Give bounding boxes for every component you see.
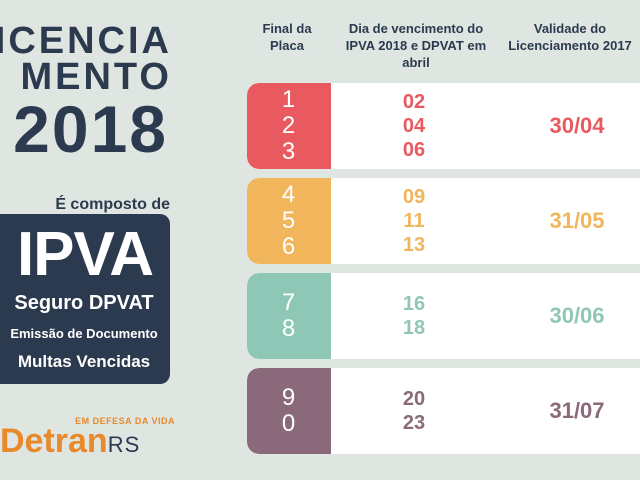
- days-cell: 20 23: [359, 368, 469, 454]
- title-line-2: MENTO: [20, 56, 172, 98]
- table-row: 7 8 16 18 30/06: [247, 273, 640, 359]
- title-line-1: LICENCIA: [0, 20, 172, 62]
- validity-cell: 31/05: [549, 208, 605, 233]
- validity-cell: 30/04: [549, 113, 605, 138]
- composed-label: É composto de: [55, 196, 170, 213]
- due-day: 09: [402, 186, 426, 208]
- validity-cell: 30/06: [549, 303, 605, 328]
- ipva-item-dpvat: Seguro DPVAT: [14, 292, 154, 314]
- logo-wordmark: DetranRS: [0, 424, 140, 458]
- plate-cell: 7 8: [247, 273, 331, 359]
- plate-digit: 3: [281, 138, 297, 165]
- plate-digit: 2: [281, 112, 297, 139]
- due-day: 16: [402, 293, 426, 315]
- plate-digit: 0: [281, 410, 297, 437]
- due-day: 20: [402, 388, 426, 410]
- left-panel: LICENCIA MENTO 2018 É composto de IPVA S…: [0, 0, 240, 480]
- detran-logo: EM DEFESA DA VIDA DetranRS: [0, 400, 175, 460]
- plate-digit: 5: [281, 207, 297, 234]
- plate-cell: 4 5 6: [247, 178, 331, 264]
- due-day: 18: [402, 317, 426, 339]
- plate-cell: 1 2 3: [247, 83, 331, 169]
- ipva-item-multas: Multas Vencidas: [17, 352, 151, 371]
- validity-cell: 31/07: [549, 398, 605, 423]
- table-row: 1 2 3 02 04 06 30/04: [247, 83, 640, 169]
- header-validade: Validade do Licenciamento 2017: [508, 21, 632, 53]
- days-cell: 02 04 06: [359, 83, 469, 169]
- due-day: 04: [402, 115, 426, 137]
- ipva-item-documento: Emissão de Documento: [10, 326, 158, 341]
- due-day: 13: [402, 234, 426, 256]
- logo-word: Detran: [0, 422, 108, 460]
- plate-digit: 7: [281, 289, 297, 316]
- table-row: 4 5 6 09 11 13 31/05: [247, 178, 640, 264]
- table-row: 9 0 20 23 31/07: [247, 368, 640, 454]
- due-day: 02: [402, 91, 426, 113]
- logo-slogan: EM DEFESA DA VIDA: [75, 416, 175, 426]
- header-final-placa: Final da Placa: [262, 21, 312, 53]
- header-dia-vencimento: Dia de vencimento do IPVA 2018 e DPVAT e…: [345, 21, 487, 70]
- due-day: 23: [402, 412, 426, 434]
- ipva-title: IPVA: [16, 220, 154, 289]
- ipva-box: IPVA Seguro DPVAT Emissão de Documento M…: [0, 214, 170, 384]
- due-day: 11: [403, 210, 425, 232]
- plate-digit: 8: [281, 315, 297, 342]
- plate-digit: 4: [281, 181, 297, 208]
- plate-cell: 9 0: [247, 368, 331, 454]
- plate-digit: 6: [281, 233, 297, 260]
- logo-suffix: RS: [107, 432, 141, 457]
- plate-digit: 1: [281, 86, 297, 113]
- title-year: 2018: [13, 92, 168, 166]
- days-cell: 16 18: [359, 273, 469, 359]
- days-cell: 09 11 13: [359, 178, 469, 264]
- plate-digit: 9: [281, 384, 297, 411]
- due-day: 06: [402, 139, 426, 161]
